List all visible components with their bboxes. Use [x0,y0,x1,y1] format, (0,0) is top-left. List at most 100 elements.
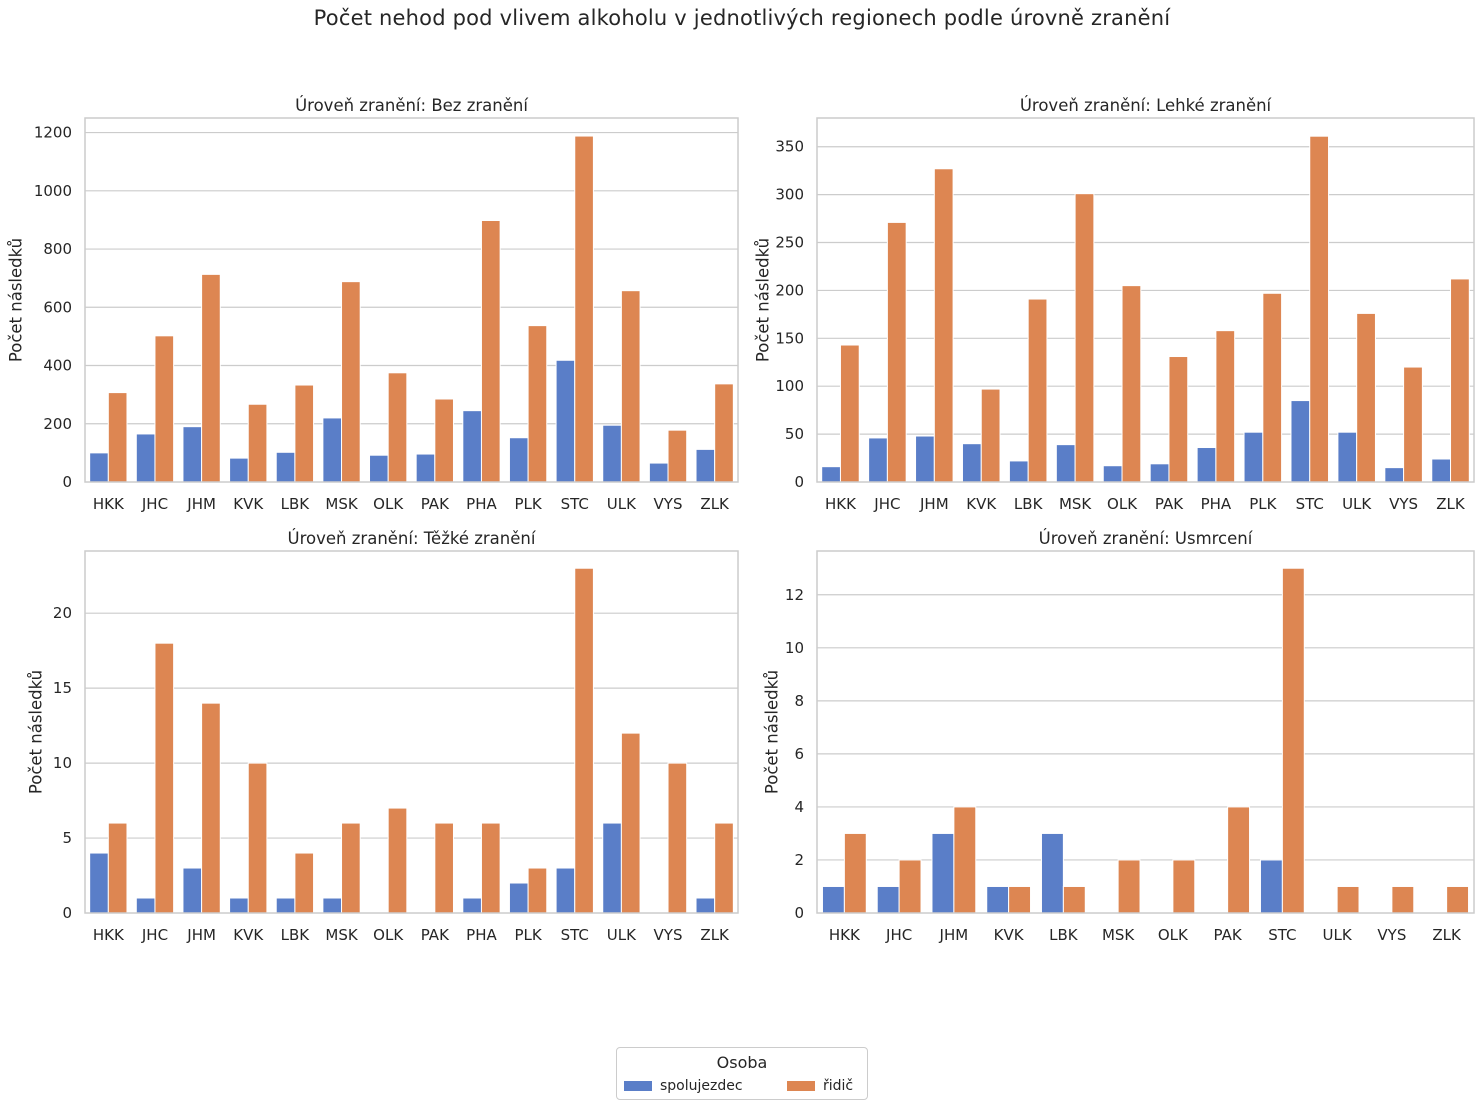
y-tick-label: 1200 [34,124,72,142]
bar-spolujezdec [1149,463,1170,483]
bar-ridic [933,168,954,483]
x-tick-label: JHC [141,495,168,513]
bar-spolujezdec [89,852,109,914]
x-tick-label: LBK [281,926,311,944]
bar-ridic [1336,885,1360,914]
bar-ridic [1446,885,1470,914]
y-tick-label: 800 [43,240,72,258]
bar-spolujezdec [1243,431,1264,483]
x-tick-label: HKK [93,926,125,944]
x-tick-label: LBK [1014,495,1044,513]
x-tick-label: JHC [141,926,168,944]
bar-ridic [154,335,175,483]
legend-title: Osoba [716,1053,768,1072]
plot-frame [84,550,739,914]
bar-spolujezdec [1055,444,1076,483]
x-tick-label: HKK [829,926,861,944]
y-tick-label: 100 [775,377,804,395]
x-tick-label: STC [1296,495,1324,513]
bar-ridic [1356,312,1376,483]
bar-spolujezdec [695,897,716,914]
y-tick-label: 4 [794,798,804,816]
y-tick-label: 10 [785,639,804,657]
x-tick-label: HKK [825,495,857,513]
bar-ridic [387,372,408,483]
plot-frame [84,117,739,483]
bar-ridic [1450,278,1470,483]
x-tick-label: VYS [1389,495,1418,513]
bar-spolujezdec [1259,859,1283,914]
x-tick-label: OLK [1158,926,1189,944]
legend-label-spolujezdec: spolujezdec [660,1078,743,1094]
bar-spolujezdec [182,867,203,914]
bar-ridic [620,290,641,483]
y-tick-label: 200 [775,281,804,299]
y-axis-label: Počet následků [763,670,782,794]
bar-ridic [1262,292,1283,483]
bar-spolujezdec [462,897,482,914]
y-tick-label: 200 [43,415,72,433]
y-tick-label: 400 [43,357,72,375]
x-tick-label: KVK [233,495,264,513]
x-tick-label: STC [561,926,589,944]
bar-spolujezdec [915,435,935,483]
x-tick-label: PLK [514,926,542,944]
x-tick-label: PAK [421,495,450,513]
bar-ridic [1391,885,1415,914]
bar-ridic [953,806,977,914]
y-tick-label: 0 [62,473,72,491]
bar-spolujezdec [555,359,576,483]
bar-ridic [667,429,688,483]
bar-spolujezdec [931,832,955,914]
bar-ridic [574,135,594,483]
x-tick-label: ULK [607,926,637,944]
y-tick-label: 0 [794,904,804,922]
bar-ridic [1062,885,1086,914]
plot-frame [816,117,1475,483]
bar-ridic [843,832,867,914]
bar-spolujezdec [415,453,436,483]
bar-ridic [480,822,501,914]
bar-spolujezdec [555,867,576,914]
bar-ridic [154,642,175,914]
bar-ridic [886,221,907,483]
panel-title: Úroveň zranění: Lehké zranění [1020,96,1273,115]
bar-spolujezdec [1290,400,1311,483]
x-tick-label: ULK [1323,926,1353,944]
x-tick-label: VYS [654,495,683,513]
y-tick-label: 0 [62,904,72,922]
x-tick-label: JHM [919,495,949,513]
y-tick-label: 350 [775,138,804,156]
bar-ridic [527,867,548,914]
y-tick-label: 2 [794,851,804,869]
y-tick-label: 600 [43,298,72,316]
bar-spolujezdec [322,417,343,483]
bar-spolujezdec [135,897,156,914]
x-tick-label: LBK [1049,926,1079,944]
x-tick-label: MSK [325,495,358,513]
bar-ridic [980,388,1001,483]
y-tick-label: 6 [794,745,804,763]
x-tick-label: PLK [1249,495,1277,513]
bar-ridic [1121,285,1142,483]
bar-spolujezdec [602,822,622,914]
y-axis-label: Počet následků [27,670,46,794]
x-tick-label: KVK [966,495,997,513]
bar-ridic [107,822,128,914]
bar-ridic [247,403,268,483]
bar-spolujezdec [182,426,203,483]
bar-spolujezdec [89,452,109,483]
legend: Osoba spolujezdec řidič [616,1047,868,1100]
panel-title: Úroveň zranění: Bez zranění [295,96,529,115]
x-tick-label: OLK [373,495,404,513]
legend-label-ridic: řidič [823,1078,854,1094]
y-axis-label: Počet následků [754,238,773,362]
x-tick-label: MSK [1102,926,1135,944]
bar-spolujezdec [986,885,1010,914]
bar-ridic [1403,366,1423,483]
y-tick-label: 150 [775,329,804,347]
bar-spolujezdec [1008,460,1029,483]
x-tick-label: JHM [939,926,969,944]
bar-spolujezdec [462,410,482,483]
bar-spolujezdec [821,885,845,914]
